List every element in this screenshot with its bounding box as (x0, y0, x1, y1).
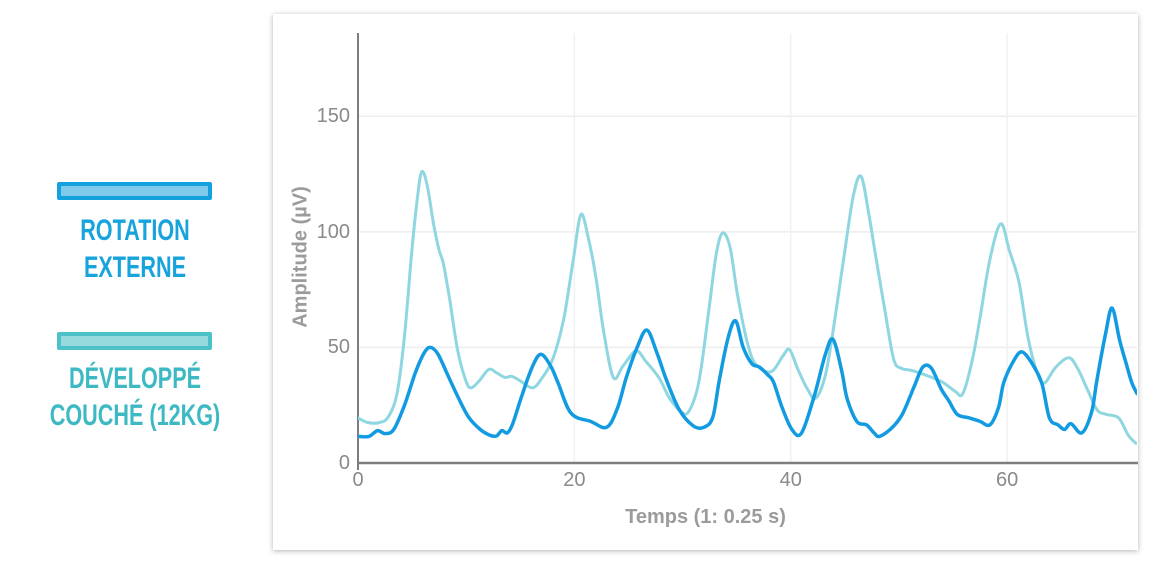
series-line-d-velopp-couch-12kg (358, 169, 1137, 445)
legend-label-line2: COUCHÉ (12KG) (49, 399, 221, 432)
legend-label-line2: EXTERNE (83, 251, 187, 284)
legend-swatch-rotation-externe (57, 182, 212, 200)
legend-swatch-developpe-couche (57, 332, 212, 350)
x-axis-title: Temps (1: 0.25 s) (625, 506, 786, 528)
legend-label-line1: DÉVELOPPÉ (68, 362, 202, 395)
y-tick-label-0: 0 (338, 452, 350, 474)
legend-label-developpe-couche: DÉVELOPPÉ COUCHÉ (12KG) (37, 360, 233, 434)
chart-panel: 0 50 100 150 0 20 40 60 Temps (1: 0.25 s) Ampl… (273, 14, 1138, 550)
line-chart (357, 33, 1138, 470)
y-axis-title: Amplitude (µV) (289, 186, 312, 328)
x-tick-label-40: 40 (779, 469, 802, 491)
x-tick-label-0: 0 (352, 469, 364, 491)
legend-label-rotation-externe: ROTATION EXTERNE (37, 212, 233, 286)
x-tick-label-20: 20 (563, 469, 586, 491)
y-tick-label-100: 100 (316, 220, 350, 243)
y-tick-label-150: 150 (316, 105, 350, 128)
x-tick-label-60: 60 (996, 469, 1019, 491)
series-line-rotation-externe (358, 306, 1137, 439)
y-tick-label-50: 50 (327, 336, 350, 359)
legend-label-line1: ROTATION (80, 214, 190, 247)
